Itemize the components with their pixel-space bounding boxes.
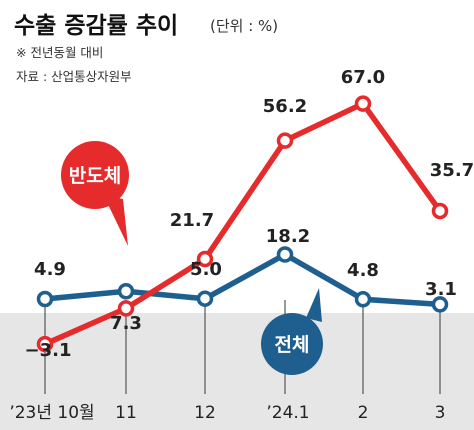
total-data-point — [117, 282, 135, 300]
semiconductor-data-point — [431, 202, 449, 220]
total-callout-bubble — [261, 313, 323, 375]
semiconductor-series-line — [43, 100, 443, 347]
semiconductor-value-label: 21.7 — [170, 210, 214, 231]
total-series-name: 전체 — [275, 334, 310, 356]
semiconductor-value-label: 67.0 — [341, 67, 385, 88]
comparison-note: ※ 전년동월 대비 — [16, 45, 103, 60]
x-tick-label: ’23년 10월 — [9, 403, 94, 423]
total-callout-pointer — [306, 288, 322, 322]
x-tick-label: 11 — [115, 403, 137, 423]
total-value-label: 18.2 — [266, 226, 310, 247]
source-note: 자료 : 산업통상자원부 — [16, 69, 132, 84]
total-value-label: 4.8 — [347, 260, 379, 281]
unit-label: (단위 : %) — [210, 17, 278, 35]
semiconductor-callout-bubble — [61, 141, 129, 209]
total-data-point — [36, 290, 54, 308]
chart-title: 수출 증감률 추이 — [14, 13, 178, 39]
total-value-label: 4.9 — [34, 259, 66, 280]
total-data-point — [276, 246, 294, 263]
x-tick-label: 2 — [358, 403, 369, 423]
total-series-line — [44, 251, 441, 308]
semiconductor-data-point — [196, 250, 214, 268]
semiconductor-data-point — [36, 335, 54, 353]
total-value-label: 5.0 — [190, 259, 222, 280]
x-tick-label: 3 — [435, 403, 446, 423]
semiconductor-value-label: 56.2 — [263, 96, 307, 117]
total-data-point — [196, 290, 214, 307]
negative-zone-band — [0, 313, 474, 430]
semiconductor-data-point — [117, 300, 135, 317]
semiconductor-value-label: −3.1 — [25, 340, 72, 361]
total-value-label: 3.1 — [425, 279, 457, 300]
x-tick-label: ’24.1 — [266, 403, 309, 423]
total-data-point — [354, 291, 372, 308]
semiconductor-series-name: 반도체 — [69, 165, 121, 187]
semiconductor-data-point — [354, 95, 372, 112]
semiconductor-data-point — [276, 132, 294, 149]
semiconductor-value-label: 35.7 — [430, 160, 474, 181]
semiconductor-callout-pointer — [104, 196, 128, 246]
semiconductor-value-label: 7.3 — [110, 313, 142, 334]
total-data-point — [431, 296, 449, 313]
x-tick-label: 12 — [194, 403, 216, 423]
